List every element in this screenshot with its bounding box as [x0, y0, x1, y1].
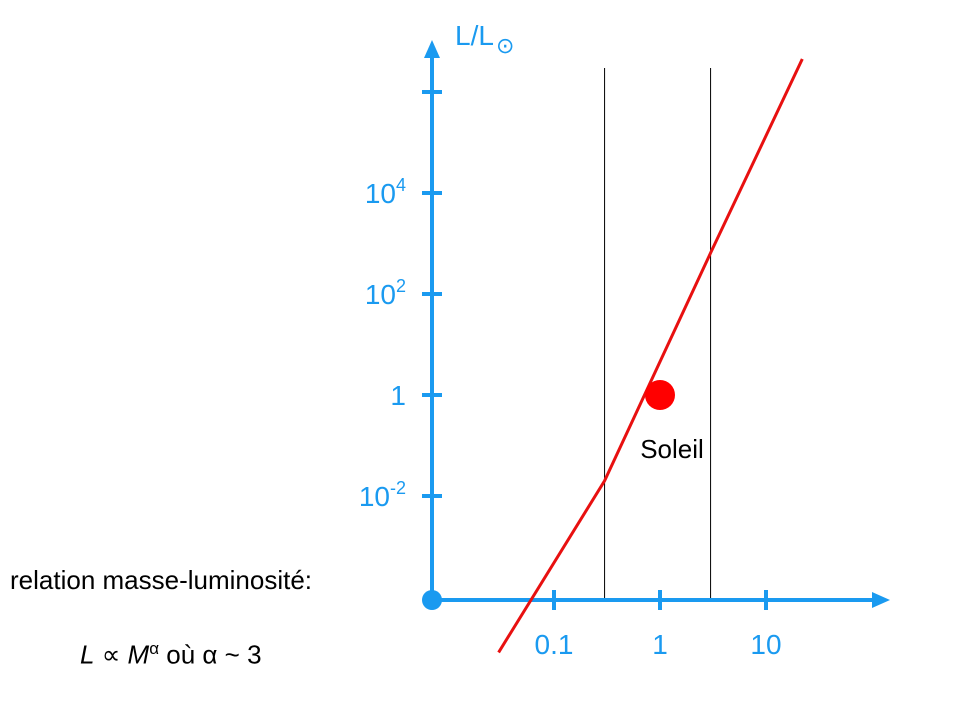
sun-label: Soleil [640, 434, 704, 464]
y-tick-base: 10 [365, 279, 396, 310]
formula-L: L [80, 639, 95, 670]
y-tick-exponent: 4 [396, 175, 406, 195]
formula-approx: ~ [224, 639, 240, 670]
formula-alpha-exponent: α [149, 639, 160, 658]
formula-value: 3 [247, 639, 262, 670]
y-axis-arrow [424, 40, 440, 58]
formula-proportional: ∝ [101, 639, 121, 670]
x-tick-label: 0.1 [535, 629, 574, 660]
x-tick-label: 1 [652, 629, 668, 660]
series-line [497, 58, 804, 654]
vertical-guides [604, 68, 712, 600]
formula-M: M [127, 639, 150, 670]
y-tick-label: 104 [365, 175, 406, 209]
y-tick-label: 102 [365, 276, 406, 310]
y-axis-label-text: L/L [455, 20, 494, 51]
y-axis-label: L/L⊙ [455, 20, 514, 58]
y-tick-base: 1 [390, 380, 406, 411]
y-tick-label: 10-2 [359, 478, 406, 512]
y-tick-exponent: -2 [390, 478, 406, 498]
formula-alpha: α [202, 639, 218, 670]
relation-caption: relation masse-luminosité: [10, 565, 313, 595]
x-tick-label: 10 [750, 629, 781, 660]
sun-symbol: ⊙ [496, 33, 514, 58]
sun-point [645, 380, 675, 410]
y-tick-base: 10 [359, 481, 390, 512]
x-ticks: 0.1 1 10 [535, 590, 782, 660]
y-tick-exponent: 2 [396, 276, 406, 296]
y-tick-base: 10 [365, 178, 396, 209]
formula: L ∝ Mα où α ~ 3 [80, 639, 262, 671]
formula-ou: où [166, 639, 196, 670]
origin-dot [422, 590, 442, 610]
y-tick-label: 1 [390, 380, 406, 411]
x-axis-arrow [872, 592, 890, 608]
